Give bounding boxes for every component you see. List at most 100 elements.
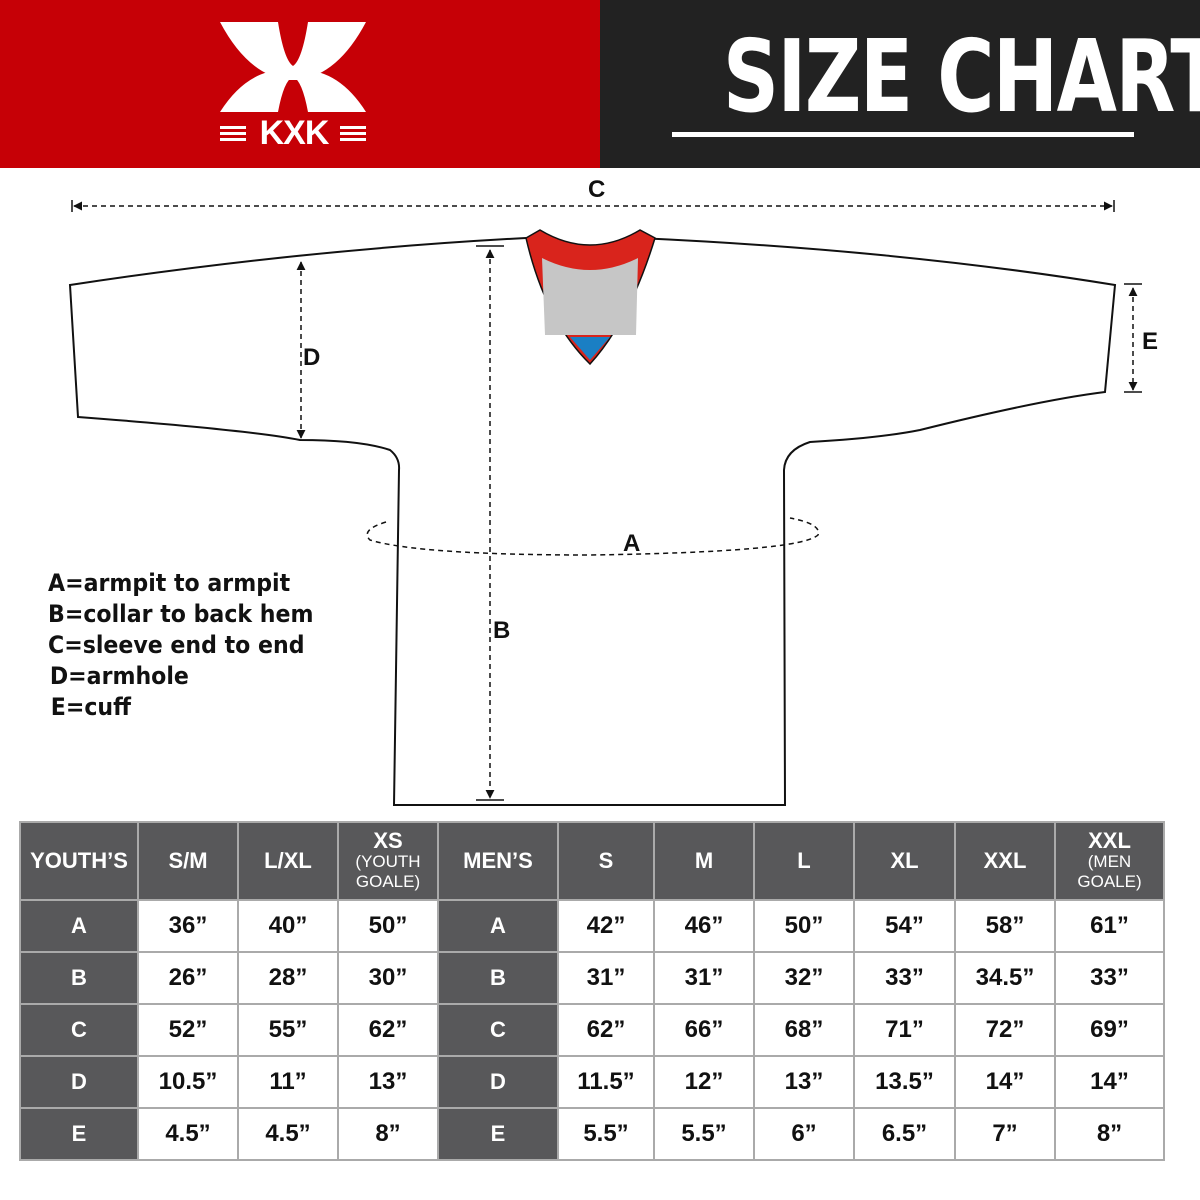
row-label: B [439, 953, 557, 1003]
table-cell: 6” [755, 1109, 853, 1159]
table-cell: 55” [239, 1005, 337, 1055]
table-cell: 58” [956, 901, 1054, 951]
column-header-label: XXL [983, 848, 1027, 873]
table-cell: 50” [339, 901, 437, 951]
column-header: XS (YOUTH GOALE) [339, 823, 437, 899]
column-header-label: YOUTH’S [30, 848, 128, 873]
table-cell: 33” [855, 953, 954, 1003]
table-cell: 50” [755, 901, 853, 951]
table-row: D 10.5” 11” 13” D 11.5” 12” 13” 13.5” 14” 14” [21, 1057, 1163, 1107]
table-cell: 12” [655, 1057, 753, 1107]
table-cell: 13” [755, 1057, 853, 1107]
table-cell: 5.5” [655, 1109, 753, 1159]
table-cell: 52” [139, 1005, 237, 1055]
table-cell: 32” [755, 953, 853, 1003]
legend-item: B=collar to back hem [48, 600, 314, 628]
table-cell: 31” [559, 953, 653, 1003]
table-cell: 4.5” [139, 1109, 237, 1159]
row-label: B [21, 953, 137, 1003]
column-header-label: S/M [168, 848, 208, 873]
row-label: C [439, 1005, 557, 1055]
table-cell: 68” [755, 1005, 853, 1055]
table-cell: 14” [1056, 1057, 1163, 1107]
table-cell: 71” [855, 1005, 954, 1055]
column-header-label: L/XL [264, 848, 312, 873]
table-row: C 52” 55” 62” C 62” 66” 68” 71” 72” 69” [21, 1005, 1163, 1055]
table-cell: 28” [239, 953, 337, 1003]
table-cell: 7” [956, 1109, 1054, 1159]
column-header: MEN’S [439, 823, 557, 899]
table-cell: 42” [559, 901, 653, 951]
table-cell: 62” [339, 1005, 437, 1055]
label-e: E [1142, 328, 1159, 355]
table-cell: 10.5” [139, 1057, 237, 1107]
column-header-label: XXL [1088, 828, 1131, 853]
table-row: A 36” 40” 50” A 42” 46” 50” 54” 58” 61” [21, 901, 1163, 951]
column-header: M [655, 823, 753, 899]
column-header-label: L [797, 848, 811, 873]
page-title: SIZE CHART [722, 18, 1200, 135]
label-a: A [623, 530, 641, 557]
legend-item: A=armpit to armpit [48, 569, 291, 597]
measurement-legend: A=armpit to armpit B=collar to back hem … [48, 568, 313, 723]
kxk-logo-icon [220, 22, 366, 141]
jersey-outline [68, 237, 1117, 806]
table-cell: 54” [855, 901, 954, 951]
legend-item: D=armhole [49, 662, 189, 690]
table-cell: 26” [139, 953, 237, 1003]
column-header-sublabel: (MEN GOALE) [1077, 852, 1142, 891]
row-label: A [21, 901, 137, 951]
logo-text: KXK [259, 114, 330, 152]
title-underline [672, 132, 1134, 137]
table-cell: 34.5” [956, 953, 1054, 1003]
table-cell: 61” [1056, 901, 1163, 951]
table-cell: 69” [1056, 1005, 1163, 1055]
table-cell: 4.5” [239, 1109, 337, 1159]
column-header-label: MEN’S [463, 848, 533, 873]
column-header-label: XS [373, 828, 403, 853]
column-header-label: M [694, 848, 714, 873]
table-cell: 8” [1056, 1109, 1163, 1159]
table-cell: 36” [139, 901, 237, 951]
table-cell: 13” [339, 1057, 437, 1107]
table-cell: 11.5” [559, 1057, 653, 1107]
column-header: XXL (MEN GOALE) [1056, 823, 1163, 899]
column-header: S [559, 823, 653, 899]
column-header: L/XL [239, 823, 337, 899]
table-cell: 11” [239, 1057, 337, 1107]
column-header: XXL [956, 823, 1054, 899]
table-cell: 40” [239, 901, 337, 951]
table-cell: 5.5” [559, 1109, 653, 1159]
row-label: D [439, 1057, 557, 1107]
row-label: C [21, 1005, 137, 1055]
table-cell: 31” [655, 953, 753, 1003]
label-b: B [493, 617, 511, 644]
table-cell: 8” [339, 1109, 437, 1159]
label-c: C [588, 176, 606, 203]
table-row: B 26” 28” 30” B 31” 31” 32” 33” 34.5” 33” [21, 953, 1163, 1003]
column-header: XL [855, 823, 954, 899]
table-header-row: YOUTH’S S/M L/XL XS (YOUTH GOALE) MEN’S S M L XL X… [21, 823, 1163, 899]
table-cell: 33” [1056, 953, 1163, 1003]
row-label: E [439, 1109, 557, 1159]
table-cell: 66” [655, 1005, 753, 1055]
title-banner [600, 0, 1200, 168]
table-cell: 62” [559, 1005, 653, 1055]
column-header: YOUTH’S [21, 823, 137, 899]
table-row: E 4.5” 4.5” 8” E 5.5” 5.5” 6” 6.5” 7” 8” [21, 1109, 1163, 1159]
table-cell: 46” [655, 901, 753, 951]
size-table: YOUTH’S S/M L/XL XS (YOUTH GOALE) MEN’S S M L XL X… [19, 821, 1165, 1161]
table-cell: 72” [956, 1005, 1054, 1055]
row-label: A [439, 901, 557, 951]
column-header-sublabel: (YOUTH GOALE) [355, 852, 421, 891]
jersey-diagram [68, 200, 1142, 806]
legend-item: C=sleeve end to end [48, 631, 305, 659]
label-d: D [303, 344, 321, 371]
column-header-label: S [598, 848, 614, 873]
table-cell: 6.5” [855, 1109, 954, 1159]
table-cell: 13.5” [855, 1057, 954, 1107]
legend-item: E=cuff [50, 693, 132, 721]
table-cell: 14” [956, 1057, 1054, 1107]
table-cell: 30” [339, 953, 437, 1003]
row-label: E [21, 1109, 137, 1159]
